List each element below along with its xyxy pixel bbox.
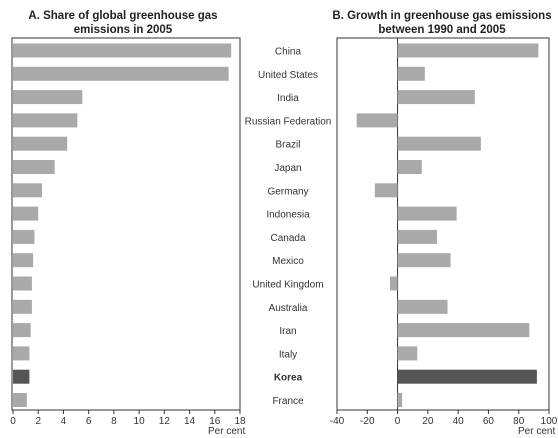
panel-b-unit-label: Per cent (518, 426, 555, 437)
category-label: Japan (274, 163, 301, 174)
panel-a-bar-australia (13, 299, 32, 314)
panel-b-tick-label: 20 (422, 416, 434, 427)
panel-b-tick-label: 100 (541, 416, 558, 427)
panel-a-tick-label: 18 (234, 416, 246, 427)
panel-a-bar-germany (13, 183, 43, 198)
category-label: Mexico (272, 256, 304, 267)
panel-a-bar-brazil (13, 136, 68, 151)
panel-b-bar-france (397, 393, 403, 407)
panel-b-bar-united-states (397, 66, 425, 81)
panel-b-bar-united-kingdom (390, 276, 398, 291)
panel-b-bar-mexico (397, 253, 451, 268)
panel-b-bar-china (397, 43, 539, 58)
panel-a-title-line2: emissions in 2005 (74, 24, 173, 36)
panel-a-tick-label: 10 (134, 416, 146, 427)
category-label: Germany (267, 186, 308, 197)
panel-a-bar-japan (13, 160, 55, 174)
panel-a-bar-russian-federation (13, 113, 78, 128)
panel-a-bar-korea (13, 369, 30, 384)
panel-b-tick-label: 40 (453, 416, 465, 427)
panel-b-bar-canada (397, 229, 437, 244)
panel-a-bar-united-states (13, 66, 229, 81)
panel-b-bar-iran (397, 323, 530, 338)
panel-b-tick-label: 0 (395, 416, 401, 427)
category-label: United States (258, 70, 318, 81)
category-label: United Kingdom (252, 280, 323, 291)
panel-b-title-line2: between 1990 and 2005 (378, 24, 506, 36)
panel-b-bar-brazil (397, 136, 481, 151)
panel-a-bar-italy (13, 346, 30, 361)
panel-a-tick-label: 0 (10, 416, 16, 427)
panel-b-tick-label: 80 (513, 416, 525, 427)
category-label: Russian Federation (245, 116, 332, 127)
panel-b-frame (336, 37, 550, 411)
panel-b-bar-japan (397, 160, 422, 174)
panel-b-bar-germany (374, 183, 398, 198)
category-label: Australia (269, 303, 308, 314)
panel-a-title-line1: A. Share of global greenhouse gas (28, 10, 217, 22)
panel-a-bar-iran (13, 323, 31, 338)
panel-b-bar-korea (397, 369, 537, 384)
panel-b-tick-label: -40 (330, 416, 345, 427)
category-label: Brazil (275, 140, 300, 151)
panel-a-bar-india (13, 90, 83, 105)
category-label: Indonesia (266, 210, 310, 221)
panel-b-tick-label: 60 (483, 416, 495, 427)
category-label: Italy (279, 349, 297, 360)
panel-a-tick-label: 8 (111, 416, 117, 427)
panel-b-title-line1: B. Growth in greenhouse gas emissions (332, 10, 551, 22)
panel-a-bar-mexico (13, 253, 34, 268)
panel-a-bar-china (13, 43, 232, 58)
panel-a-tick-label: 6 (86, 416, 92, 427)
panel-b-bar-australia (397, 299, 448, 314)
panel-a-tick-label: 12 (159, 416, 171, 427)
panel-b-bar-india (397, 90, 475, 105)
panel-a-unit-label: Per cent (208, 426, 245, 437)
panel-a-tick-label: 2 (35, 416, 41, 427)
category-label: China (275, 47, 302, 58)
category-label: Iran (279, 326, 296, 337)
panel-a-tick-label: 16 (209, 416, 221, 427)
panel-a-frame (11, 37, 241, 411)
panel-a-bar-indonesia (13, 206, 39, 221)
panel-b-bar-indonesia (397, 206, 457, 221)
panel-a-tick-label: 4 (61, 416, 67, 427)
panel-b-bar-russian-federation (356, 113, 398, 128)
panel-a-bar-canada (13, 229, 35, 244)
panel-a-tick-label: 14 (184, 416, 196, 427)
category-label: Korea (274, 373, 303, 384)
category-label: Canada (270, 233, 305, 244)
panel-a-bar-france (13, 393, 27, 407)
category-label: France (272, 396, 304, 407)
category-label: India (277, 93, 299, 104)
panel-a-bar-united-kingdom (13, 276, 32, 291)
panel-b-tick-label: -20 (360, 416, 375, 427)
panel-b-bar-italy (397, 346, 418, 361)
